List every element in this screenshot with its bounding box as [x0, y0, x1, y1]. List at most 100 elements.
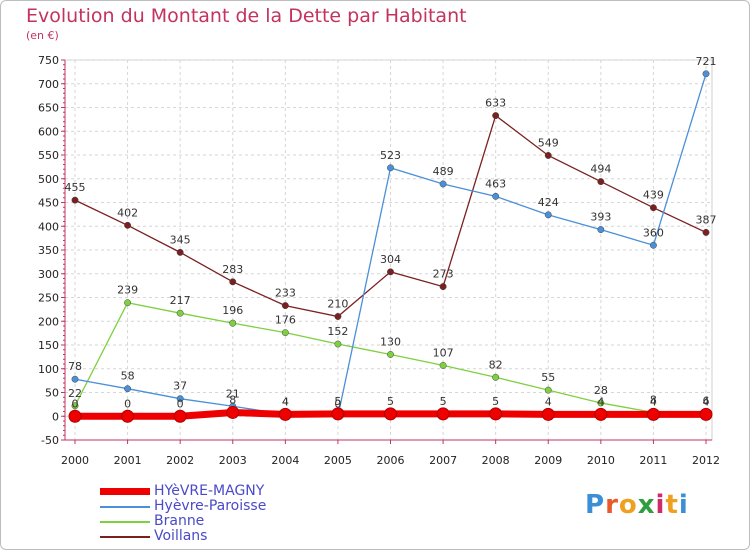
data-point: [492, 192, 500, 200]
series-points: [68, 70, 713, 423]
data-point: [71, 402, 79, 410]
y-tick-label: 750: [38, 54, 59, 67]
data-label: 0: [124, 397, 131, 410]
logo-letter: t: [665, 490, 679, 520]
legend-item: Hyèvre-Paroisse: [100, 499, 266, 514]
logo-letter: o: [618, 490, 638, 520]
y-tick-label: 100: [38, 363, 59, 376]
y-tick-label: 400: [38, 220, 59, 233]
legend-swatch: [100, 520, 150, 523]
data-label: 360: [643, 226, 664, 239]
data-point: [229, 319, 237, 327]
y-tick-label: 0: [52, 410, 59, 423]
logo-letter: i: [678, 490, 689, 520]
data-point: [384, 407, 397, 421]
y-tick-label: 150: [38, 339, 59, 352]
data-label: 5: [334, 395, 341, 408]
data-label: 22: [68, 387, 82, 400]
data-label: 549: [538, 136, 559, 149]
data-point: [597, 226, 605, 234]
data-point: [646, 407, 660, 421]
data-point: [176, 248, 184, 256]
data-label: 345: [170, 233, 191, 246]
data-point: [334, 313, 342, 320]
data-point: [594, 407, 608, 421]
data-label: 37: [173, 380, 187, 393]
data-point: [541, 407, 555, 421]
y-tick-label: 450: [38, 197, 59, 210]
y-tick-label: 550: [38, 149, 59, 162]
data-label: 273: [433, 268, 454, 281]
data-label: 0: [334, 397, 341, 410]
data-label: 523: [380, 149, 401, 162]
data-point: [492, 112, 500, 120]
data-label: 8: [229, 393, 236, 406]
y-tick-label: -50: [41, 434, 59, 447]
data-point: [387, 268, 394, 276]
legend-label: Hyèvre-Paroisse: [154, 498, 267, 514]
legend-swatch: [100, 505, 150, 508]
data-label: 463: [485, 177, 506, 190]
y-tick-label: 200: [38, 315, 59, 328]
data-label: 4: [282, 395, 289, 408]
data-label: 0: [72, 397, 79, 410]
x-tick-label: 2006: [377, 454, 405, 467]
data-label: 4: [282, 395, 289, 408]
data-point: [281, 329, 289, 337]
data-point: [492, 373, 500, 381]
data-point: [124, 385, 132, 393]
y-tick-label: 650: [38, 102, 59, 115]
data-point: [439, 361, 447, 369]
legend: HYèVRE-MAGNY Hyèvre-Paroisse Branne Voillan…: [100, 484, 266, 544]
data-point: [489, 407, 503, 421]
data-label: 233: [275, 287, 296, 300]
data-label: 304: [380, 253, 401, 266]
data-label: 6: [703, 394, 710, 407]
data-label: 424: [538, 196, 559, 209]
data-label: 107: [433, 346, 454, 359]
x-tick-label: 2012: [692, 454, 720, 467]
legend-item: Voillans: [100, 529, 266, 544]
legend-item: HYèVRE-MAGNY: [100, 484, 266, 499]
x-tick-label: 2005: [324, 454, 352, 467]
data-label: 4: [545, 395, 552, 408]
grid: [64, 59, 713, 441]
data-point: [436, 407, 450, 421]
data-point: [124, 299, 132, 307]
data-label: 494: [590, 163, 611, 176]
x-tick-label: 2011: [639, 454, 667, 467]
data-point: [68, 409, 82, 423]
data-point: [278, 407, 292, 421]
data-point: [544, 152, 552, 159]
data-label: 4: [650, 395, 657, 408]
data-label: 4: [597, 395, 604, 408]
logo-letter: r: [605, 490, 619, 520]
data-point: [439, 283, 447, 291]
data-label: 210: [327, 298, 348, 311]
data-point: [544, 386, 552, 394]
x-tick-label: 2004: [271, 454, 299, 467]
x-tick-label: 2003: [219, 454, 247, 467]
data-label: 196: [222, 304, 243, 317]
data-point: [387, 351, 394, 358]
data-point: [702, 228, 710, 236]
x-tick-label: 2010: [587, 454, 615, 467]
data-label: 78: [68, 360, 82, 373]
legend-label: Branne: [154, 513, 205, 529]
logo-letter: P: [585, 490, 606, 520]
chart-unit: (en €): [26, 29, 59, 42]
proxiti-logo: Proxiti: [585, 490, 689, 520]
data-point: [649, 204, 657, 212]
data-point: [387, 164, 394, 172]
data-point: [331, 407, 345, 421]
y-tick-label: 600: [38, 125, 59, 138]
y-tick-label: 700: [38, 78, 59, 91]
y-tick-label: 500: [38, 173, 59, 186]
x-tick-label: 2001: [114, 454, 142, 467]
data-label: 176: [275, 314, 296, 327]
data-label: 28: [594, 384, 608, 397]
x-tick-label: 2000: [61, 454, 89, 467]
data-label: 5: [492, 395, 499, 408]
data-point: [702, 70, 710, 78]
